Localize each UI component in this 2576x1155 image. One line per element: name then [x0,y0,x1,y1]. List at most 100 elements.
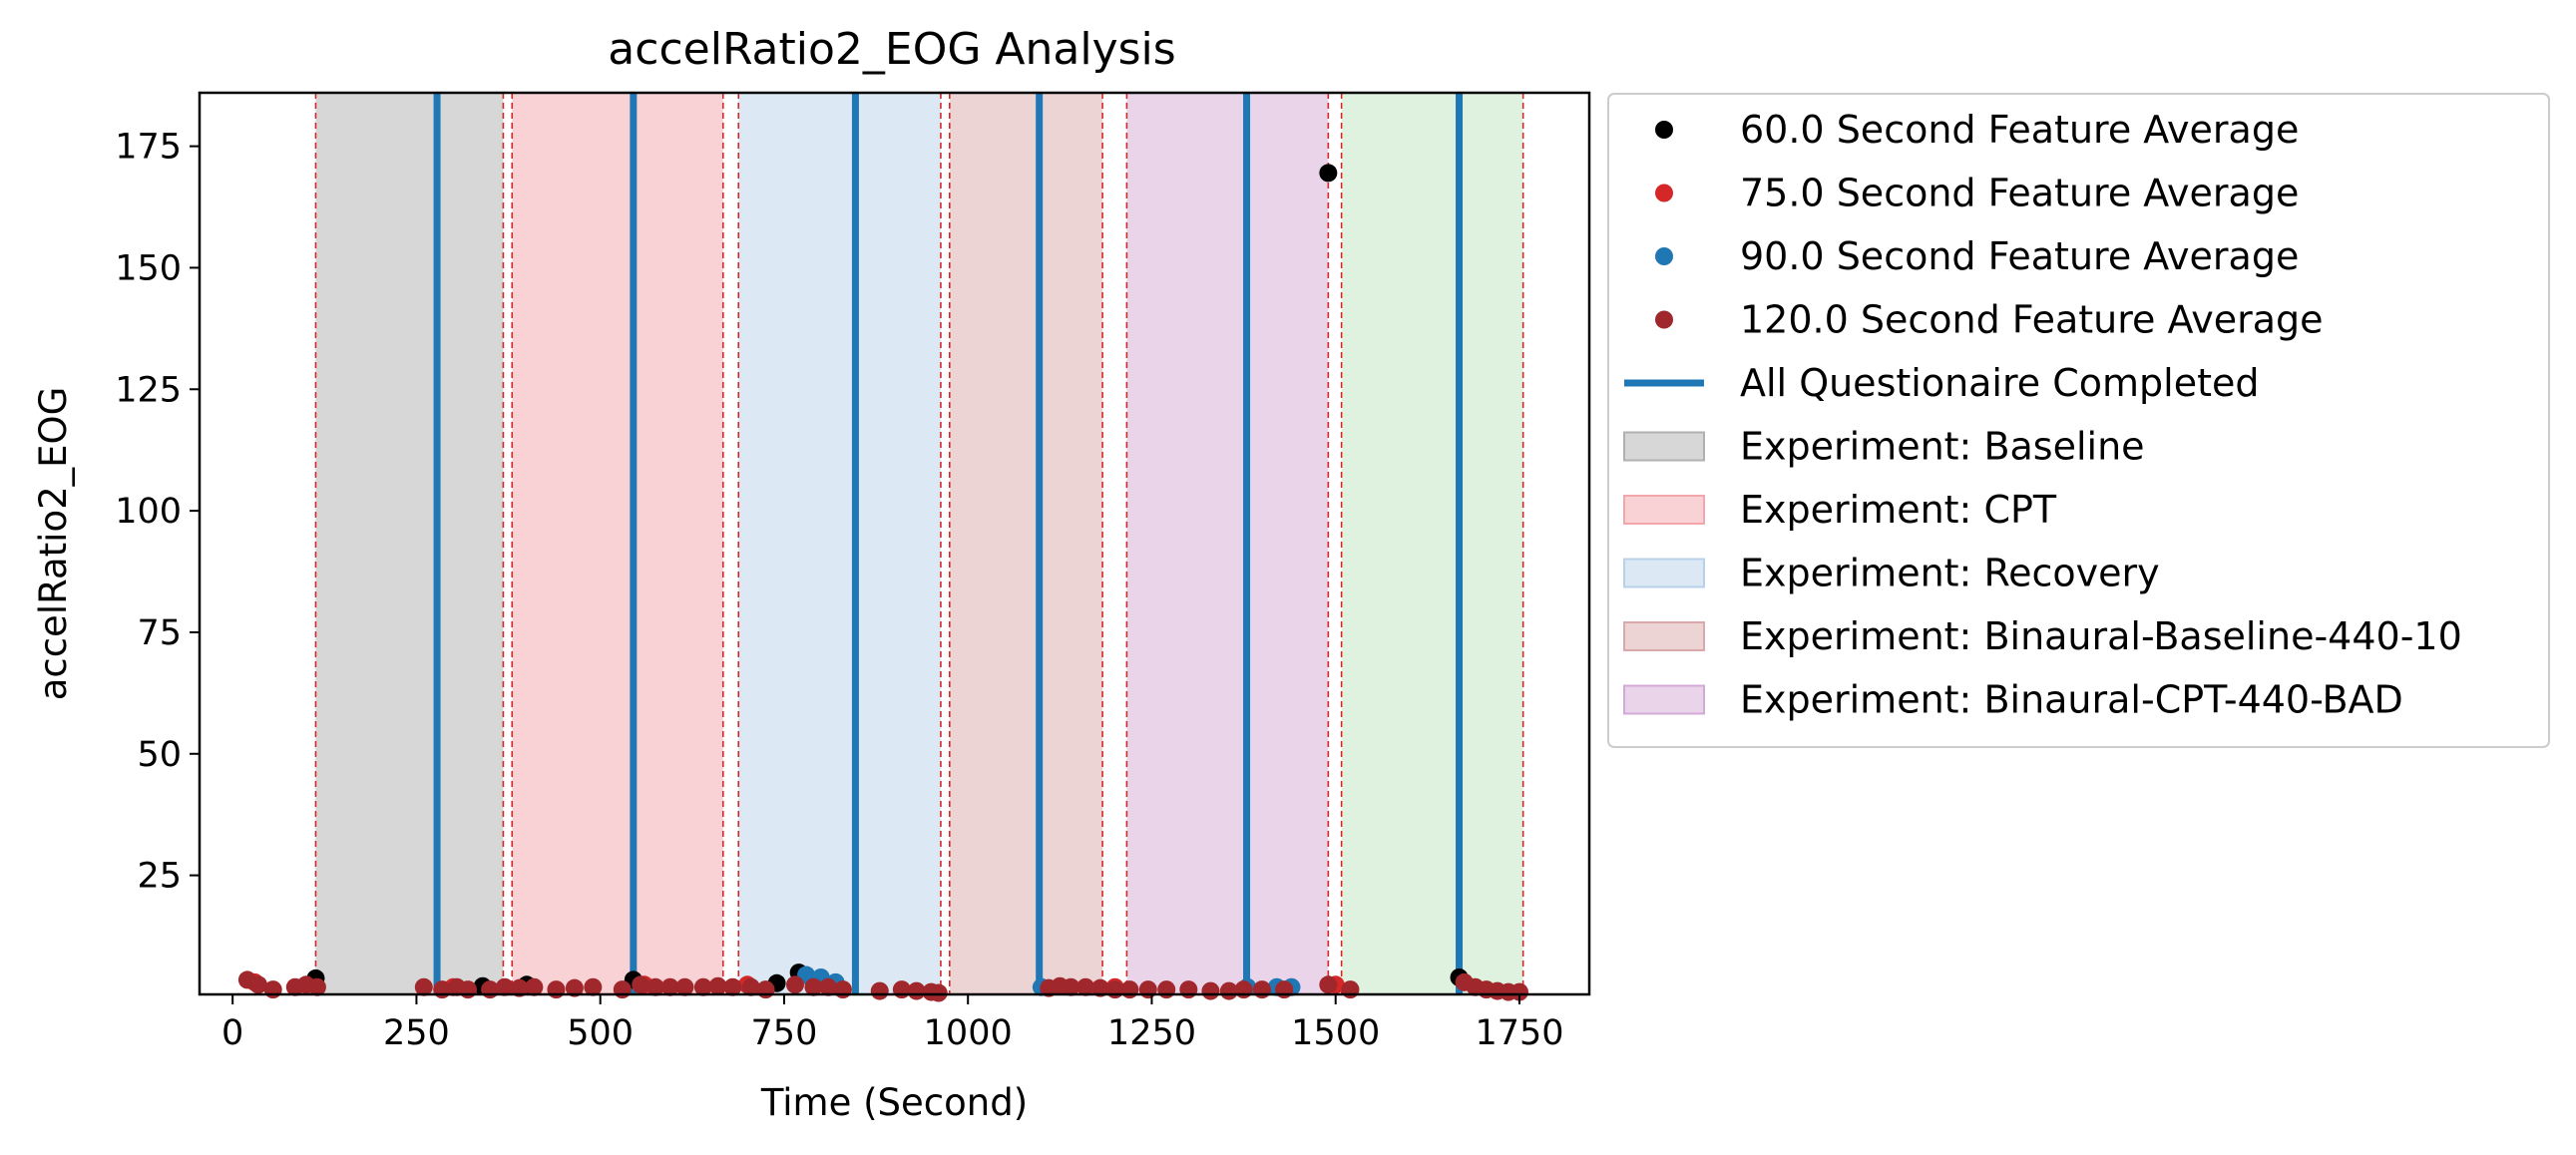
data-point [525,977,544,996]
legend-label: All Questionaire Completed [1740,361,2260,405]
experiment-span [738,93,941,994]
chart-title: accelRatio2_EOG Analysis [608,24,1175,75]
data-point [248,975,267,994]
legend-label: Experiment: CPT [1740,488,2057,532]
legend-item: 120.0 Second Feature Average [1655,298,2324,342]
legend: 60.0 Second Feature Average 75.0 Second F… [1607,93,2550,748]
legend-marker [1655,310,1673,329]
x-tick-label: 500 [567,1013,634,1053]
data-point [495,977,514,996]
legend-item: 75.0 Second Feature Average [1655,172,2299,215]
legend-label: Experiment: Binaural-Baseline-440-10 [1740,614,2462,658]
data-point [833,980,852,999]
legend-label: Experiment: Recovery [1740,552,2160,595]
data-point [1319,975,1338,994]
data-point [510,978,529,997]
y-tick-label: 50 [137,735,182,775]
legend-patch [1623,621,1705,651]
data-point [1509,982,1528,1001]
y-tick-label: 175 [115,128,182,168]
data-point [756,980,775,999]
data-point [459,980,478,999]
data-point [632,975,650,994]
legend-label: 60.0 Second Feature Average [1740,108,2299,152]
data-point [1090,978,1109,997]
legend-box [1607,93,2550,748]
data-point [547,980,566,999]
legend-items: 60.0 Second Feature Average 75.0 Second F… [1623,108,2462,722]
experiment-span [1126,93,1329,994]
legend-item: Experiment: Binaural-CPT-440-BAD [1623,678,2403,722]
data-point [645,977,664,996]
data-point [819,977,838,996]
legend-marker [1655,184,1673,202]
legend-item: Experiment: Baseline [1623,425,2145,469]
x-axis-label: Time (Second) [760,1081,1028,1124]
data-point [804,977,823,996]
y-tick-label: 100 [115,492,182,532]
plot-area [237,93,1528,1002]
data-point [1120,980,1139,999]
data-point [708,976,727,995]
legend-item: 60.0 Second Feature Average [1655,108,2299,152]
data-point [929,983,948,1002]
x-axis-ticks: 0 250 500 750 1000 1250 1500 1750 [221,994,1564,1053]
data-point [414,977,433,996]
y-tick-label: 75 [137,613,182,653]
data-point [1179,980,1198,999]
x-tick-label: 1250 [1107,1013,1196,1053]
data-point [1157,980,1176,999]
x-tick-label: 0 [221,1013,243,1053]
legend-label: Experiment: Baseline [1740,425,2145,469]
data-point [613,980,632,999]
legend-label: 75.0 Second Feature Average [1740,172,2299,215]
data-point [660,977,679,996]
experiment-spans [315,93,1523,994]
x-tick-label: 1750 [1475,1013,1563,1053]
data-point [1062,977,1080,996]
data-point [307,977,326,996]
y-tick-label: 125 [115,370,182,410]
legend-item: Experiment: CPT [1623,488,2057,532]
y-axis-label: accelRatio2_EOG [32,387,75,701]
legend-label: 90.0 Second Feature Average [1740,234,2299,278]
plot-frame [198,91,1591,996]
x-tick-label: 1000 [924,1013,1013,1053]
data-point [870,981,889,1000]
questionnaire-lines [433,93,1464,994]
experiment-span [949,93,1103,994]
data-point [786,975,804,994]
legend-patch [1623,558,1705,588]
y-tick-label: 25 [137,857,182,897]
experiment-span-edges [314,93,1524,994]
data-point [741,977,760,996]
legend-item: 90.0 Second Feature Average [1655,234,2299,278]
experiment-span [512,93,723,994]
legend-label: Experiment: Binaural-CPT-440-BAD [1740,678,2403,722]
data-point [263,980,282,999]
data-point [723,977,742,996]
x-tick-label: 1500 [1291,1013,1380,1053]
data-point [584,977,603,996]
legend-item: Experiment: Binaural-Baseline-440-10 [1623,614,2462,658]
legend-patch [1623,684,1705,715]
experiment-span [1341,93,1523,994]
data-point [1275,980,1294,999]
legend-patch [1623,431,1705,462]
data-point [1253,980,1272,999]
legend-patch [1623,495,1705,525]
x-tick-label: 250 [383,1013,450,1053]
data-point [1138,980,1157,999]
data-point [1201,981,1220,1000]
y-tick-label: 150 [115,248,182,288]
data-point [693,977,712,996]
legend-marker [1655,121,1673,139]
data-point [565,978,584,997]
data-point [1319,164,1338,183]
x-tick-label: 750 [751,1013,818,1053]
data-point [1341,980,1360,999]
data-point [1234,980,1253,999]
data-points [237,164,1528,1002]
legend-item: All Questionaire Completed [1624,361,2260,405]
